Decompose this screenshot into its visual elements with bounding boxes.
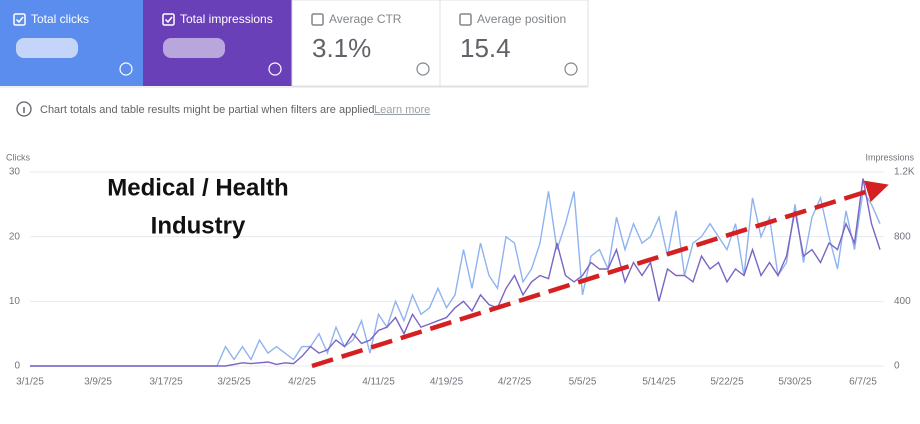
x-tick-label: 5/14/25 [642, 377, 676, 388]
x-tick-label: 4/19/25 [430, 377, 464, 388]
y2-tick-label: 400 [894, 296, 911, 307]
annotation: Medical / Health [107, 174, 288, 201]
y-tick-label: 0 [14, 361, 20, 372]
card-label: Total clicks [31, 12, 89, 26]
y-tick-label: 20 [9, 231, 21, 242]
x-tick-label: 4/27/25 [498, 377, 532, 388]
y2-axis-label: Impressions [865, 152, 914, 162]
y-axis-label: Clicks [6, 152, 30, 162]
y2-tick-label: 0 [894, 361, 900, 372]
trend-arrow [311, 180, 889, 369]
card-label: Average CTR [329, 12, 402, 26]
x-tick-label: 5/30/25 [778, 377, 812, 388]
learn-more-link[interactable]: Learn more [374, 104, 430, 116]
annotation: Industry [151, 212, 246, 239]
card-label: Average position [477, 12, 566, 26]
x-tick-label: 3/25/25 [217, 377, 251, 388]
y2-tick-label: 800 [894, 231, 911, 242]
x-tick-label: 4/2/25 [288, 377, 316, 388]
x-tick-label: 3/1/25 [16, 377, 44, 388]
blurred-value [163, 38, 225, 58]
notice: Chart totals and table results might be … [40, 104, 378, 116]
x-tick-label: 5/5/25 [569, 377, 597, 388]
x-tick-label: 5/22/25 [710, 377, 744, 388]
card-label: Total impressions [180, 12, 273, 26]
y-tick-label: 10 [9, 296, 21, 307]
x-tick-label: 6/7/25 [849, 377, 877, 388]
x-tick-label: 4/11/25 [362, 377, 395, 388]
card-value: 15.4 [460, 33, 511, 63]
series-line [30, 178, 881, 367]
chart: Clicks Impressions 0 10 20 30 0 400 800 1.2K 3/1/2… [6, 152, 915, 387]
info-icon [16, 101, 32, 117]
x-tick-label: 3/17/25 [149, 377, 183, 388]
checkboxes [13, 13, 472, 26]
help-icons [119, 62, 578, 76]
blurred-value [16, 38, 78, 58]
y2-tick-label: 1.2K [894, 167, 915, 178]
x-tick-label: 3/9/25 [84, 377, 112, 388]
card-value: 3.1% [312, 33, 371, 63]
y-tick-label: 30 [9, 167, 21, 178]
